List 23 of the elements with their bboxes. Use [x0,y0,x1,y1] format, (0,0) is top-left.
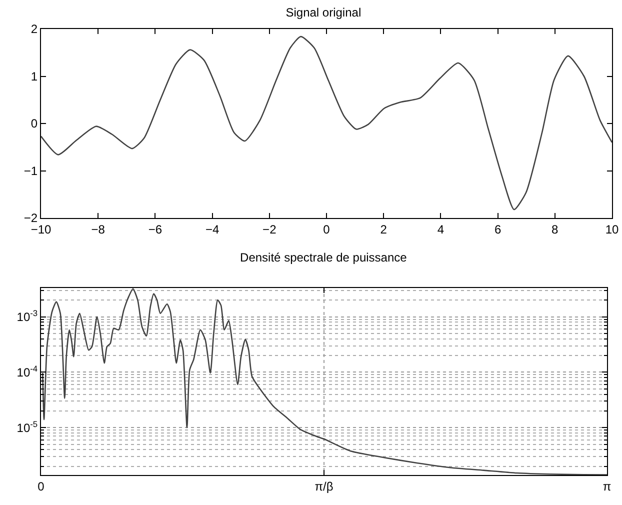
x-tick-label: 4 [437,222,444,236]
y-tick-label: 10$^{-5}$ [16,418,38,435]
y-tick-label: 10$^{-4}$ [16,363,38,380]
chart-title: Signal original [286,5,362,20]
x-tick-label: −6 [148,222,162,236]
x-tick-label: 10 [605,222,619,236]
chart-title: Densité spectrale de puissance [240,250,408,264]
x-tick-label: π [602,479,612,494]
y-tick-label: 0 [30,116,38,131]
x-tick-label: π/β [314,479,334,494]
x-tick-label: −8 [91,222,106,236]
x-tick-label: −2 [262,222,277,236]
y-tick-label: 10$^{-3}$ [16,308,38,324]
x-tick-label: 8 [552,222,559,236]
y-tick-label: 1 [30,69,38,84]
x-tick-label: 0 [323,222,330,236]
x-tick-label: 2 [380,222,388,236]
y-tick-label: 2 [30,22,38,36]
x-tick-label: −4 [205,222,220,236]
y-tick-label: −1 [24,164,38,178]
x-tick-label: 6 [494,222,502,236]
line-series [41,36,612,210]
line-series [42,288,607,475]
